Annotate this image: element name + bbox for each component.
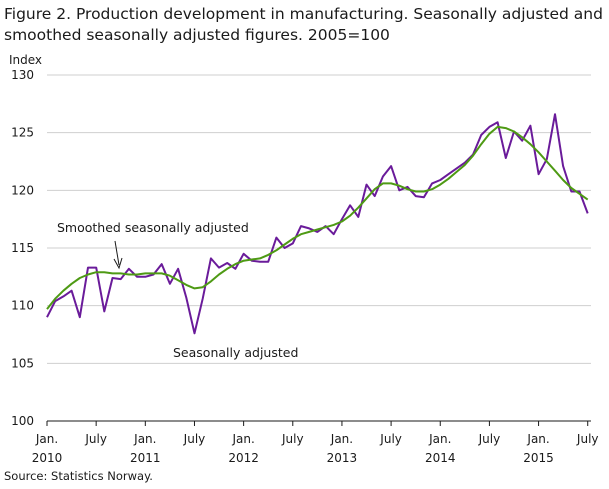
y-tick-label: 115 <box>11 241 34 255</box>
x-tick-year: 2014 <box>425 451 456 465</box>
x-tick-label: Jan. <box>428 432 451 446</box>
x-tick-label: Jan. <box>133 432 156 446</box>
x-tick-year: 2013 <box>327 451 358 465</box>
x-tick-label: Jan. <box>526 432 549 446</box>
x-tick-label: July <box>183 432 206 446</box>
x-tick-label: July <box>84 432 107 446</box>
y-tick-label: 100 <box>11 414 34 428</box>
x-tick-label: July <box>379 432 402 446</box>
annotation-seasonally-adjusted: Seasonally adjusted <box>173 345 298 360</box>
x-tick-year: 2011 <box>130 451 161 465</box>
y-axis-label: Index <box>9 53 42 67</box>
x-tick-label: Jan. <box>35 432 58 446</box>
y-tick-label: 105 <box>11 356 34 370</box>
annotation-arrowhead <box>113 257 123 270</box>
y-tick-label: 110 <box>11 299 34 313</box>
x-axis: Jan. 2010 July Jan. 2011 July Jan. 2012 July Jan.… <box>32 420 599 465</box>
series-seasonally-adjusted <box>46 113 589 335</box>
y-tick-label: 125 <box>11 126 34 140</box>
annotations: Smoothed seasonally adjusted Seasonally a… <box>57 220 298 360</box>
x-tick-year: 2015 <box>523 451 554 465</box>
series-smoothed-seasonally-adjusted <box>46 125 589 310</box>
y-tick-label: 120 <box>11 183 34 197</box>
annotation-smoothed: Smoothed seasonally adjusted <box>57 220 249 235</box>
x-tick-label: July <box>576 432 599 446</box>
series-lines <box>46 113 589 335</box>
x-tick-label: July <box>478 432 501 446</box>
y-tick-label: 130 <box>11 68 34 82</box>
grid-lines <box>47 74 591 364</box>
source-note: Source: Statistics Norway. <box>4 469 153 483</box>
chart-title: Figure 2. Production development in manu… <box>4 5 603 44</box>
x-tick-year: 2010 <box>32 451 63 465</box>
x-tick-label: Jan. <box>330 432 353 446</box>
annotation-arrow <box>114 240 120 266</box>
x-tick-year: 2012 <box>228 451 259 465</box>
x-tick-label: July <box>281 432 304 446</box>
x-tick-label: Jan. <box>231 432 254 446</box>
